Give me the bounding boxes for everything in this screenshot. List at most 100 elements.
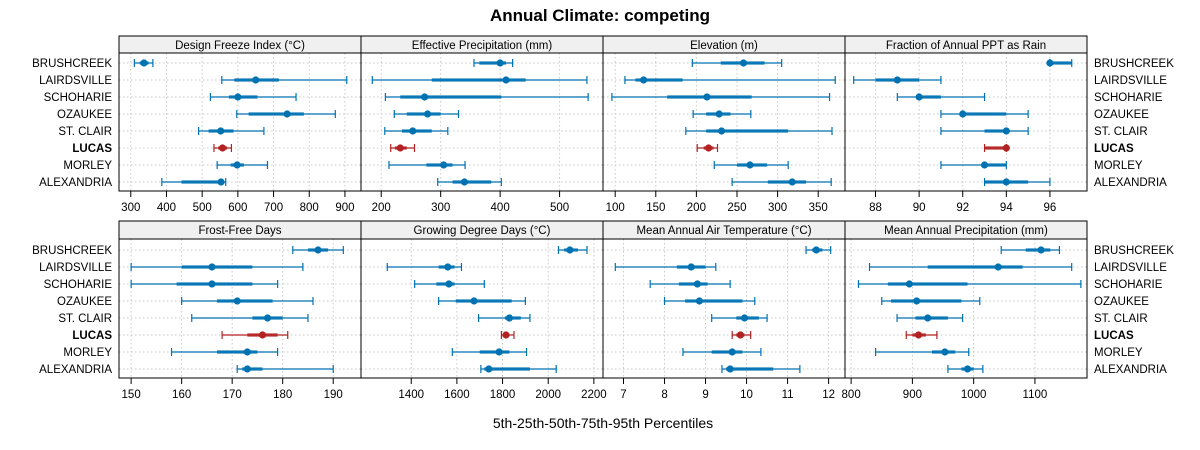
x-tick-label: 190	[324, 389, 343, 401]
panel-title: Elevation (m)	[690, 40, 758, 52]
x-axis-growing-degree-days-c: 1400 1600 1800 2000 2200	[398, 378, 607, 401]
percentile-mark-lairdsville	[868, 263, 1073, 271]
percentile-mark-brushcreek	[473, 59, 514, 67]
median-point	[243, 365, 251, 373]
x-tick-label: 200	[687, 202, 706, 214]
panel-title: Frost-Free Days	[198, 225, 281, 237]
median-point	[485, 365, 493, 373]
row-label-st-clair: ST. CLAIR	[58, 313, 112, 325]
row-label-alexandria: ALEXANDRIA	[1094, 364, 1167, 376]
median-point	[640, 76, 648, 84]
percentile-mark-lairdsville	[371, 76, 588, 84]
median-point	[252, 76, 260, 84]
percentile-mark-lairdsville	[614, 263, 717, 271]
median-point	[913, 297, 921, 305]
panel-mean-annual-air-temperature-c: Mean Annual Air Temperature (°C) 7 8 9 10 11 1…	[602, 220, 846, 401]
row-label-lairdsville: LAIRDSVILLE	[39, 262, 112, 274]
row-labels-right: BRUSHCREEK LAIRDSVILLE SCHOHARIE OZAUKEE ST.…	[1094, 58, 1174, 376]
median-point	[234, 93, 242, 101]
row-label-brushcreek: BRUSHCREEK	[32, 58, 112, 70]
median-point	[396, 144, 404, 152]
median-point	[460, 178, 469, 186]
percentile-mark-brushcreek	[1046, 59, 1073, 67]
percentile-mark-alexandria	[161, 178, 227, 186]
median-point	[715, 110, 723, 118]
percentile-mark-alexandria	[947, 365, 984, 373]
percentile-mark-ozaukee	[881, 297, 981, 305]
percentile-mark-st-clair	[191, 314, 309, 322]
x-axis-frost-free-days: 150 160 170 180 190	[122, 378, 343, 401]
percentile-mark-alexandria	[437, 178, 502, 186]
x-tick-label: 500	[550, 202, 569, 214]
x-tick-label: 1600	[444, 389, 470, 401]
percentile-mark-ozaukee	[181, 297, 314, 305]
percentile-mark-st-clair	[711, 314, 768, 322]
panel-elevation-m: Elevation (m) 100 150 200 250 300 350	[602, 35, 846, 214]
panel-design-freeze-index-c: Design Freeze Index (°C) 300 400 500 600 700 8…	[118, 35, 362, 214]
panel-frost-free-days: Frost-Free Days 150 160 170 180 190	[118, 220, 362, 401]
percentile-mark-schoharie	[384, 93, 589, 101]
percentile-mark-st-clair	[896, 314, 964, 322]
percentile-mark-morley	[713, 161, 789, 169]
median-point	[693, 280, 701, 288]
row-label-ozaukee: OZAUKEE	[57, 109, 112, 121]
median-point	[444, 263, 452, 271]
percentile-mark-schoharie	[209, 93, 297, 101]
x-tick-label: 1800	[490, 389, 516, 401]
percentile-mark-lairdsville	[386, 263, 463, 271]
row-label-brushcreek: BRUSHCREEK	[1094, 58, 1174, 70]
median-point	[695, 297, 703, 305]
percentile-mark-ozaukee	[393, 110, 460, 118]
x-tick-label: 1000	[961, 389, 987, 401]
percentile-mark-st-clair	[477, 314, 531, 322]
row-label-st-clair: ST. CLAIR	[1094, 126, 1148, 138]
row-label-lairdsville: LAIRDSVILLE	[1094, 262, 1167, 274]
percentile-mark-ozaukee	[940, 110, 1029, 118]
percentile-mark-lairdsville	[853, 76, 942, 84]
row-label-morley: MORLEY	[63, 347, 112, 359]
row-label-schoharie: SCHOHARIE	[1094, 279, 1163, 291]
percentile-mark-ozaukee	[663, 297, 756, 305]
row-label-lucas: LUCAS	[72, 143, 112, 155]
median-point	[421, 93, 429, 101]
panel-background	[361, 53, 603, 191]
x-tick-label: 900	[335, 202, 354, 214]
row-label-brushcreek: BRUSHCREEK	[32, 245, 112, 257]
row-label-lucas: LUCAS	[1094, 143, 1134, 155]
row-label-morley: MORLEY	[1094, 160, 1143, 172]
x-axis-fraction-of-annual-ppt-as-rain: 88 90 92 94 96	[869, 191, 1056, 214]
panel-background	[603, 53, 845, 191]
median-point	[208, 280, 216, 288]
median-point	[409, 127, 417, 135]
row-label-schoharie: SCHOHARIE	[1094, 92, 1163, 104]
median-point	[726, 365, 734, 373]
median-point	[258, 331, 267, 339]
row-label-ozaukee: OZAUKEE	[1094, 296, 1149, 308]
median-point	[217, 178, 225, 186]
panel-background	[603, 239, 845, 378]
x-tick-label: 300	[768, 202, 787, 214]
percentile-mark-ozaukee	[438, 297, 526, 305]
row-label-st-clair: ST. CLAIR	[1094, 313, 1148, 325]
panel-fraction-of-annual-ppt-as-rain: Fraction of Annual PPT as Rain 88 90 92 94 96	[844, 35, 1088, 214]
median-point	[994, 263, 1002, 271]
percentile-mark-schoharie	[414, 280, 485, 288]
x-tick-label: 10	[740, 389, 753, 401]
percentile-mark-lairdsville	[130, 263, 304, 271]
median-point	[924, 314, 932, 322]
median-point	[728, 348, 736, 356]
panels-layer: Design Freeze Index (°C) 300 400 500 600 700 8…	[118, 35, 1088, 401]
median-point	[746, 161, 754, 169]
percentile-mark-schoharie	[130, 280, 279, 288]
x-tick-label: 2200	[581, 389, 607, 401]
percentile-mark-alexandria	[480, 365, 557, 373]
x-tick-label: 150	[122, 389, 141, 401]
median-point	[496, 59, 504, 67]
median-point	[959, 110, 967, 118]
median-point	[739, 59, 748, 67]
percentile-mark-morley	[875, 348, 970, 356]
percentile-mark-schoharie	[857, 280, 1082, 288]
x-tick-label: 9	[702, 389, 708, 401]
x-tick-label: 200	[372, 202, 391, 214]
median-point	[423, 110, 432, 118]
